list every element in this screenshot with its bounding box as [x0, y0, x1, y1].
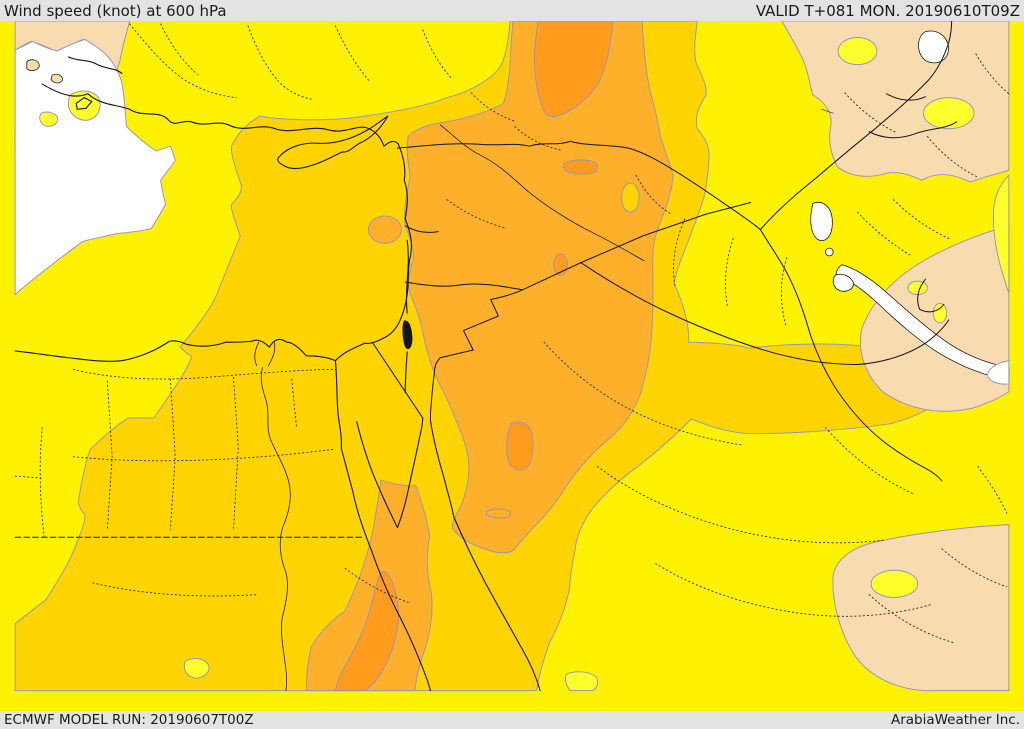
island-rhodes-outline — [75, 97, 93, 110]
wind-band-darkorange-redsea-core — [334, 570, 400, 692]
coastline-cyprus — [277, 115, 389, 170]
provider-label: ArabiaWeather Inc. — [890, 712, 1020, 728]
border-egypt-israel — [371, 341, 424, 419]
border-iraq-iran — [759, 229, 943, 482]
coastline-sinai — [356, 417, 424, 529]
wind-band-darkorange-north — [533, 21, 614, 118]
wind-band-orange-levant — [404, 21, 674, 554]
admin-boundaries-egypt-libya-sudan — [14, 368, 409, 603]
wind-band-yellow-hole-ne2 — [922, 97, 975, 130]
valid-time-label: VALID T+081 MON. 20190610T09Z — [755, 1, 1020, 20]
persian-gulf-water — [835, 264, 1010, 381]
border-iraq-saudi-south — [580, 262, 950, 366]
island-aegean-2 — [50, 73, 64, 84]
footer-bar: ECMWF MODEL RUN: 20190607T00Z ArabiaWeat… — [0, 711, 1024, 729]
coastline-turkey-levant-egypt — [14, 83, 412, 362]
island-aegean-1 — [26, 59, 40, 72]
wind-map-canvas — [14, 21, 1010, 692]
border-kuwait — [917, 278, 945, 313]
border-syria-jordan — [404, 225, 524, 291]
wind-band-brightyellow-east-edge — [992, 174, 1010, 293]
wind-band-orange-sliver — [485, 508, 512, 519]
nile-river — [254, 341, 291, 692]
admin-boundaries-iraq-iran — [635, 53, 1010, 326]
wind-band-darkorange-palmyra — [562, 159, 599, 175]
wind-band-orange-cyprus-se — [367, 215, 402, 244]
wind-band-brightyellow-aegean — [39, 111, 59, 127]
wind-map — [0, 21, 1024, 711]
model-run-label: ECMWF MODEL RUN: 20190607T00Z — [4, 712, 254, 728]
wind-band-darkorange-dot — [553, 253, 568, 276]
wind-band-gold-hole — [621, 182, 640, 213]
wind-band-brightyellow-south — [564, 671, 599, 692]
lake-urmia — [918, 30, 950, 64]
dead-sea — [402, 320, 413, 350]
border-turkey-syria-iraq — [396, 140, 761, 231]
wind-band-brightyellow-rhodes — [68, 90, 101, 121]
admin-boundaries-saudi — [543, 341, 933, 617]
lake-small — [825, 247, 834, 257]
wind-band-brightyellow-egypt-south — [183, 658, 210, 679]
border-jordan-saudi-zigzag — [429, 289, 524, 422]
lake-van — [810, 202, 833, 241]
aras-river-blue — [821, 108, 834, 114]
wind-band-yellow-hole-e1 — [907, 280, 928, 296]
wind-band-yellow-hole-e2 — [932, 302, 948, 324]
wind-band-peach-northeast — [781, 21, 1010, 183]
wind-band-white-mediterranean — [14, 38, 176, 296]
gulf-head-water — [832, 273, 854, 292]
map-title: Wind speed (knot) at 600 hPa — [4, 1, 227, 20]
admin-boundaries-southeast — [868, 466, 1008, 644]
border-turkey-iran-caucasus — [759, 21, 957, 231]
header-bar: Wind speed (knot) at 600 hPa VALID T+081… — [0, 0, 1024, 21]
wind-band-darkorange-jordan — [506, 421, 534, 471]
gulf-coast-white-edge — [987, 360, 1010, 385]
euphrates-river — [439, 124, 645, 262]
wind-band-yellow-hole-se — [870, 569, 919, 598]
admin-boundaries-turkey-syria — [129, 23, 561, 229]
coastline-turkey-west — [67, 56, 123, 74]
wind-band-yellow-hole-ne1 — [837, 37, 878, 66]
coastline-aqaba-saudi-redsea — [429, 420, 541, 692]
coastline-suez-canal-redsea-west — [334, 360, 432, 692]
border-jordan-iraq-saudi — [522, 201, 752, 291]
